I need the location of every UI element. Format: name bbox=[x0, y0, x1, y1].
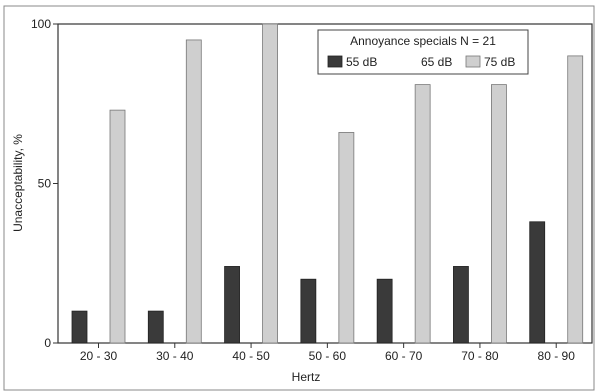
x-tick-label: 30 - 40 bbox=[156, 349, 194, 363]
y-axis-title: Unacceptability, % bbox=[11, 134, 25, 232]
legend-label: 75 dB bbox=[484, 55, 515, 69]
bar-55db bbox=[71, 310, 88, 344]
bar-75db bbox=[185, 39, 202, 344]
bar-75db bbox=[338, 132, 355, 344]
legend-label: 65 dB bbox=[421, 55, 452, 69]
bar-55db bbox=[147, 310, 164, 344]
legend-label: 55 dB bbox=[346, 55, 377, 69]
x-tick-label: 50 - 60 bbox=[309, 349, 347, 363]
x-tick-label: 70 - 80 bbox=[461, 349, 499, 363]
legend-title: Annoyance specials N = 21 bbox=[350, 34, 496, 48]
bar-75db bbox=[414, 84, 431, 344]
bar-55db bbox=[224, 266, 240, 344]
bar-75db bbox=[491, 84, 507, 344]
legend-swatch bbox=[402, 55, 418, 68]
outer-frame bbox=[3, 5, 595, 391]
y-axis-ticks: 0 50 100 bbox=[31, 17, 58, 350]
x-tick-label: 60 - 70 bbox=[385, 349, 423, 363]
bar-75db bbox=[109, 109, 126, 344]
x-tick-label: 40 - 50 bbox=[232, 349, 270, 363]
bars-group bbox=[71, 23, 584, 344]
bar-55db bbox=[529, 221, 546, 344]
x-tick-label: 80 - 90 bbox=[538, 349, 576, 363]
bar-55db bbox=[453, 266, 469, 344]
legend-box bbox=[317, 29, 529, 75]
x-axis-ticks: 20 - 30 30 - 40 40 - 50 50 - 60 60 - 70 70 - … bbox=[80, 343, 575, 363]
legend-swatch bbox=[465, 55, 481, 68]
y-tick-label: 100 bbox=[31, 17, 51, 31]
y-tick-label: 0 bbox=[44, 336, 51, 350]
y-tick-label: 50 bbox=[38, 177, 52, 191]
bar-75db bbox=[567, 55, 584, 344]
x-tick-label: 20 - 30 bbox=[80, 349, 118, 363]
legend: Annoyance specials N = 21 55 dB 65 dB 75 dB bbox=[317, 29, 529, 75]
legend-swatch bbox=[327, 55, 343, 68]
bar-75db bbox=[262, 23, 278, 344]
bar-55db bbox=[376, 278, 393, 344]
x-axis-title: Hertz bbox=[292, 370, 321, 384]
bar-55db bbox=[300, 278, 317, 344]
